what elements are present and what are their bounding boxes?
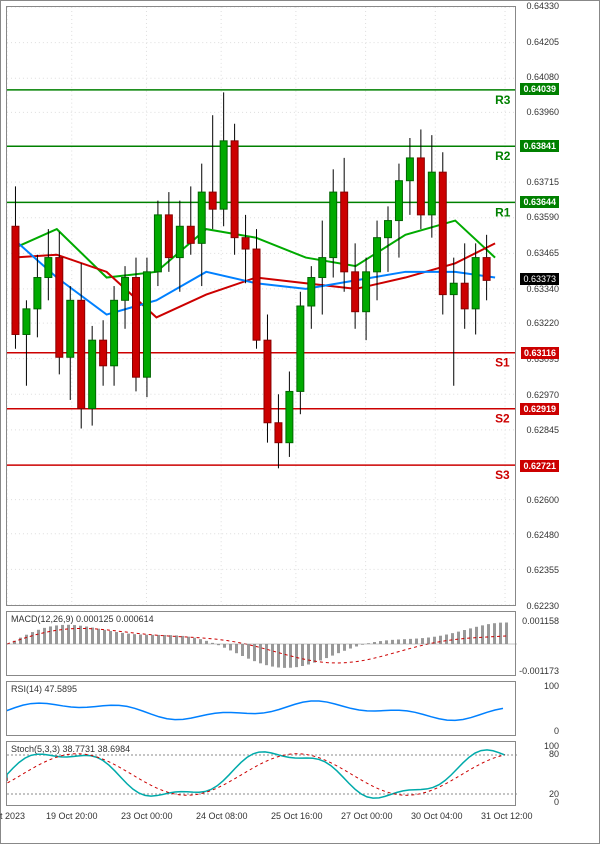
svg-text:R1: R1: [495, 205, 511, 219]
svg-text:S2: S2: [495, 412, 510, 426]
svg-text:S3: S3: [495, 468, 510, 482]
price-panel[interactable]: R3 R2 R1 S1 S2 S3: [6, 6, 516, 606]
macd-panel[interactable]: MACD(12,26,9) 0.000125 0.000614: [6, 611, 516, 676]
x-tick: 27 Oct 00:00: [341, 811, 393, 821]
y-tick: 0.63465: [526, 248, 559, 258]
stoch-panel[interactable]: Stoch(5,3,3) 38.7731 38.6984: [6, 741, 516, 806]
y-tick: 0.64080: [526, 72, 559, 82]
pivot-value-r2: 0.63841: [520, 140, 559, 152]
x-tick: 23 Oct 00:00: [121, 811, 173, 821]
macd-y-axis: 0.001158-0.001173: [515, 611, 561, 676]
x-tick: 24 Oct 08:00: [196, 811, 248, 821]
y-tick: 0.62355: [526, 565, 559, 575]
y-tick: 0.63590: [526, 212, 559, 222]
svg-text:R3: R3: [495, 93, 511, 107]
y-tick: 0.62600: [526, 495, 559, 505]
trading-chart[interactable]: R3 R2 R1 S1 S2 S3 0.62230 0.62355 0.62480 0.6260…: [0, 0, 600, 844]
y-tick: 0.62845: [526, 425, 559, 435]
stoch-y-axis: 10080200: [515, 741, 561, 806]
rsi-svg: [7, 682, 517, 737]
rsi-title: RSI(14) 47.5895: [11, 684, 77, 694]
pivot-value-r1: 0.63644: [520, 196, 559, 208]
x-tick: 19 Oct 20:00: [46, 811, 98, 821]
y-tick: 0.62230: [526, 601, 559, 611]
rsi-panel[interactable]: RSI(14) 47.5895: [6, 681, 516, 736]
y-tick: 0.63220: [526, 318, 559, 328]
pivot-value-s3: 0.62721: [520, 460, 559, 472]
y-tick: 0.63960: [526, 107, 559, 117]
y-tick: 0.64205: [526, 37, 559, 47]
x-tick: 30 Oct 04:00: [411, 811, 463, 821]
chart-svg: R3 R2 R1 S1 S2 S3: [7, 7, 515, 605]
y-tick: 0.63715: [526, 177, 559, 187]
pivot-value-r3: 0.64039: [520, 83, 559, 95]
rsi-y-axis: 1000: [515, 681, 561, 736]
x-tick: 25 Oct 16:00: [271, 811, 323, 821]
svg-text:S1: S1: [495, 356, 510, 370]
x-tick: 31 Oct 12:00: [481, 811, 533, 821]
svg-text:R2: R2: [495, 149, 511, 163]
pivot-value-s2: 0.62919: [520, 403, 559, 415]
y-tick: 0.62970: [526, 390, 559, 400]
y-tick: 0.64330: [526, 1, 559, 11]
stoch-title: Stoch(5,3,3) 38.7731 38.6984: [11, 744, 130, 754]
pivot-value-s1: 0.63116: [521, 347, 559, 359]
time-x-axis: 8 Oct 202319 Oct 20:0023 Oct 00:0024 Oct…: [6, 809, 516, 839]
current-price-marker: 0.63373: [520, 273, 559, 285]
x-tick: 8 Oct 2023: [0, 811, 25, 821]
macd-title: MACD(12,26,9) 0.000125 0.000614: [11, 614, 154, 624]
price-y-axis: 0.622300.623550.624800.626000.628450.629…: [515, 6, 561, 606]
y-tick: 0.62480: [526, 530, 559, 540]
